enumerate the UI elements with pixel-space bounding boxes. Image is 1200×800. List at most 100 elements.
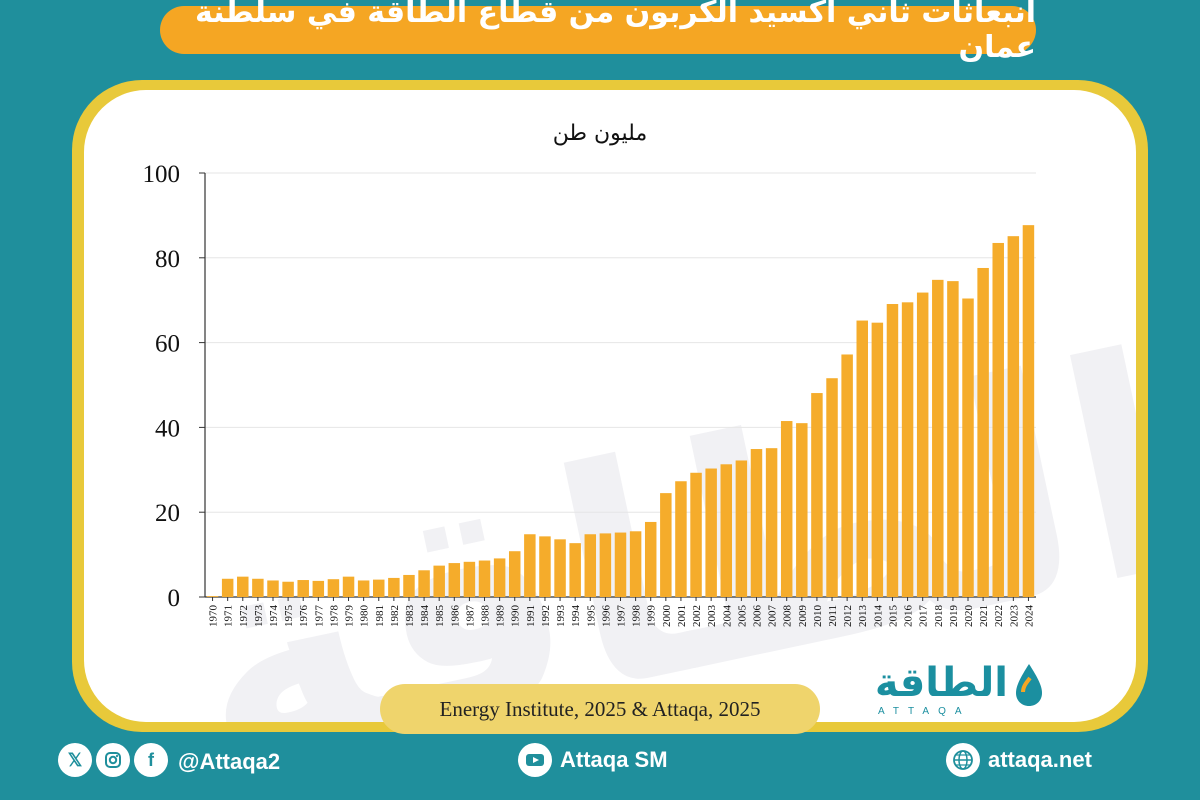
x-tick-label: 2019 (948, 605, 960, 628)
unit-label: مليون طن (553, 121, 647, 146)
x-tick-label: 2006 (751, 605, 763, 628)
x-tick-label: 1992 (540, 605, 552, 627)
bar (811, 393, 823, 597)
x-tick-label: 1999 (646, 605, 658, 628)
source-text: Energy Institute, 2025 & Attaqa, 2025 (439, 696, 761, 721)
x-tick-label: 2022 (993, 605, 1005, 627)
bar (675, 481, 687, 597)
bar (1022, 225, 1035, 598)
x-tick-label: 1989 (495, 605, 507, 628)
x-tick-label: 1996 (600, 605, 612, 628)
x-tick-label: 1994 (570, 605, 582, 628)
website-link[interactable]: attaqa.net (946, 743, 1092, 777)
bar (796, 423, 808, 597)
bar (599, 533, 612, 597)
bar (221, 578, 234, 597)
bar (780, 421, 793, 597)
x-tick-label: 1993 (555, 605, 567, 628)
bar (418, 570, 430, 597)
x-tick-label: 2007 (767, 605, 779, 628)
bar (962, 298, 974, 597)
bar (690, 472, 702, 597)
bar (524, 534, 536, 597)
x-tick-label: 2023 (1008, 605, 1020, 628)
bar (327, 579, 340, 597)
x-tick-label: 1985 (434, 605, 446, 628)
y-tick-label: 60 (155, 331, 180, 358)
x-tick-label: 2021 (978, 605, 990, 627)
y-tick-label: 40 (155, 415, 180, 442)
bar (312, 580, 325, 597)
x-tick-label: 2015 (887, 605, 899, 628)
x-tick-label: 1979 (344, 605, 356, 628)
attaqa-logo: الطاقة ATTAQA (872, 660, 1052, 720)
x-tick-label: 1990 (510, 605, 522, 628)
x-tick-label: 2012 (842, 605, 854, 627)
facebook-icon[interactable]: f (134, 743, 168, 777)
bar (357, 580, 370, 597)
x-tick-label: 1970 (208, 605, 220, 628)
bar (947, 281, 959, 597)
bar (237, 576, 249, 597)
footer: 𝕏 f @Attaqa2 Attaqa SM (0, 740, 1200, 790)
x-tick-label: 1987 (464, 605, 476, 628)
x-tick-label: 2000 (661, 605, 673, 628)
bar (901, 302, 914, 597)
drop-icon (1016, 664, 1042, 706)
bar (629, 531, 642, 597)
x-tick-label: 1974 (268, 605, 280, 628)
x-tick-label: 2004 (721, 605, 733, 628)
x-tick-label: 2002 (691, 605, 703, 627)
bar (614, 532, 627, 597)
bar (660, 493, 672, 597)
youtube-link[interactable]: Attaqa SM (518, 743, 668, 777)
bar (206, 596, 219, 597)
bar (297, 580, 309, 597)
x-tick-label: 1998 (631, 605, 643, 628)
bar (554, 539, 566, 597)
bar (871, 322, 884, 597)
bar (342, 576, 355, 597)
x-tick-label: 2011 (827, 605, 839, 627)
bar (493, 558, 506, 597)
x-tick-label: 1976 (298, 605, 310, 628)
x-tick-label: 1988 (480, 605, 492, 628)
x-tick-label: 1975 (283, 605, 295, 628)
bar (373, 579, 385, 597)
social-handle[interactable]: @Attaqa2 (178, 749, 281, 774)
bar (539, 536, 551, 597)
x-icon[interactable]: 𝕏 (58, 743, 92, 777)
bar (916, 292, 929, 597)
x-tick-label: 2020 (963, 605, 975, 628)
bar (508, 551, 521, 597)
bar (478, 560, 491, 597)
bar (388, 577, 400, 597)
x-tick-label: 2005 (736, 605, 748, 628)
x-tick-label: 2001 (676, 605, 688, 627)
chart-card: الطاقة (84, 90, 1136, 722)
x-tick-label: 1991 (525, 605, 537, 627)
x-tick-label: 1986 (449, 605, 461, 628)
bar (705, 468, 717, 597)
x-tick-label: 2017 (918, 605, 930, 628)
bar (750, 449, 763, 597)
y-tick-label: 20 (155, 500, 180, 527)
logo-latin: ATTAQA (878, 706, 971, 717)
y-tick-label: 80 (155, 246, 180, 273)
instagram-icon[interactable] (96, 743, 130, 777)
bar (282, 581, 294, 597)
x-tick-label: 1971 (223, 605, 235, 627)
bar (886, 304, 899, 597)
page-title: انبعاثات ثاني أكسيد الكربون من قطاع الطا… (194, 0, 1036, 65)
bar (977, 267, 989, 597)
x-tick-label: 2014 (872, 605, 884, 628)
x-tick-label: 2003 (706, 605, 718, 628)
x-tick-label: 1977 (313, 605, 325, 628)
x-tick-label: 1983 (404, 605, 416, 628)
bar (403, 574, 415, 597)
x-tick-label: 1984 (419, 605, 431, 628)
bar (765, 448, 778, 597)
x-tick-label: 1997 (616, 605, 628, 628)
bar (448, 563, 461, 597)
